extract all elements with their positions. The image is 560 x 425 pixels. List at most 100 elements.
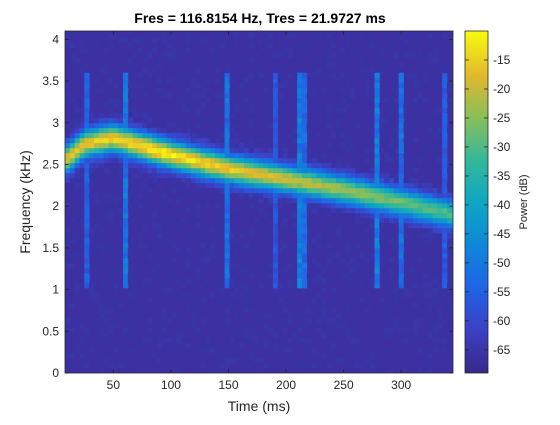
heatmap-cell <box>272 267 279 274</box>
heatmap-cell <box>123 167 129 174</box>
heatmap-cell <box>297 252 303 259</box>
heatmap-cell <box>326 72 332 79</box>
heatmap-cell <box>326 242 332 249</box>
heatmap-cell <box>253 317 259 324</box>
heatmap-cell <box>301 137 308 144</box>
heatmap-cell <box>205 77 211 84</box>
heatmap-cell <box>229 267 235 274</box>
heatmap-cell <box>268 157 274 164</box>
heatmap-cell <box>374 257 380 264</box>
heatmap-cell <box>388 287 395 294</box>
heatmap-cell <box>229 277 235 284</box>
heatmap-cell <box>98 122 105 129</box>
heatmap-cell <box>311 87 317 94</box>
heatmap-cell <box>243 147 250 154</box>
heatmap-cell <box>398 267 404 274</box>
heatmap-cell <box>282 317 288 324</box>
heatmap-cell <box>234 107 240 114</box>
heatmap-cell <box>292 92 298 99</box>
heatmap-cell <box>181 292 187 299</box>
heatmap-cell <box>316 362 322 369</box>
heatmap-cell <box>403 37 409 44</box>
heatmap-cell <box>234 152 240 159</box>
heatmap-cell <box>248 142 254 149</box>
heatmap-cell <box>239 282 245 289</box>
heatmap-cell <box>69 352 76 359</box>
heatmap-cell <box>301 222 308 229</box>
heatmap-cell <box>113 137 119 144</box>
heatmap-cell <box>306 362 313 369</box>
heatmap-cell <box>447 97 453 104</box>
heatmap-cell <box>432 52 438 59</box>
heatmap-cell <box>451 227 453 234</box>
heatmap-cell <box>364 157 371 164</box>
heatmap-cell <box>210 368 216 373</box>
heatmap-cell <box>127 187 134 194</box>
heatmap-cell <box>316 317 322 324</box>
heatmap-cell <box>219 177 225 184</box>
heatmap-cell <box>413 327 419 334</box>
y-tick-label: 1 <box>52 283 59 297</box>
heatmap-cell <box>442 67 448 74</box>
heatmap-cell <box>185 72 192 79</box>
heatmap-cell <box>364 202 371 209</box>
heatmap-cell <box>74 132 80 139</box>
heatmap-cell <box>224 202 230 209</box>
heatmap-cell <box>326 362 332 369</box>
heatmap-cell <box>123 232 129 239</box>
heatmap-cell <box>190 82 196 89</box>
heatmap-cell <box>379 212 385 219</box>
heatmap-cell <box>123 52 129 59</box>
heatmap-cell <box>113 252 119 259</box>
heatmap-cell <box>427 52 433 59</box>
heatmap-cell <box>272 127 279 134</box>
heatmap-cell <box>350 182 356 189</box>
heatmap-cell <box>316 167 322 174</box>
heatmap-cell <box>118 167 124 174</box>
heatmap-cell <box>398 147 404 154</box>
heatmap-cell <box>359 177 366 184</box>
heatmap-cell <box>205 87 211 94</box>
heatmap-cell <box>84 222 90 229</box>
heatmap-cell <box>161 127 167 134</box>
heatmap-cell <box>268 192 274 199</box>
heatmap-cell <box>79 182 85 189</box>
colorbar-tick-label: -50 <box>493 256 511 270</box>
heatmap-cell <box>369 182 375 189</box>
heatmap-cell <box>171 157 177 164</box>
heatmap-cell <box>292 182 298 189</box>
heatmap-cell <box>268 197 274 204</box>
heatmap-cell <box>359 252 366 259</box>
heatmap-cell <box>311 257 317 264</box>
heatmap-cell <box>156 87 163 94</box>
heatmap-cell <box>422 182 429 189</box>
heatmap-cell <box>113 127 119 134</box>
heatmap-cell <box>335 207 342 214</box>
heatmap-cell <box>364 237 371 244</box>
heatmap-cell <box>147 317 153 324</box>
heatmap-cell <box>89 147 95 154</box>
heatmap-cell <box>398 202 404 209</box>
heatmap-cell <box>301 147 308 154</box>
heatmap-cell <box>123 242 129 249</box>
heatmap-cell <box>408 52 414 59</box>
heatmap-cell <box>176 337 182 344</box>
heatmap-cell <box>234 297 240 304</box>
heatmap-cell <box>311 162 317 169</box>
heatmap-cell <box>384 182 390 189</box>
heatmap-cell <box>277 167 284 174</box>
heatmap-cell <box>335 322 342 329</box>
heatmap-cell <box>388 52 395 59</box>
heatmap-cell <box>166 287 172 294</box>
heatmap-cell <box>234 142 240 149</box>
heatmap-cell <box>379 182 385 189</box>
heatmap-cell <box>442 142 448 149</box>
heatmap-cell <box>272 227 279 234</box>
heatmap-cell <box>253 162 259 169</box>
heatmap-cell <box>297 102 303 109</box>
heatmap-cell <box>118 137 124 144</box>
heatmap-cell <box>190 232 196 239</box>
heatmap-cell <box>89 142 95 149</box>
heatmap-cell <box>442 277 448 284</box>
heatmap-cell <box>447 217 453 224</box>
